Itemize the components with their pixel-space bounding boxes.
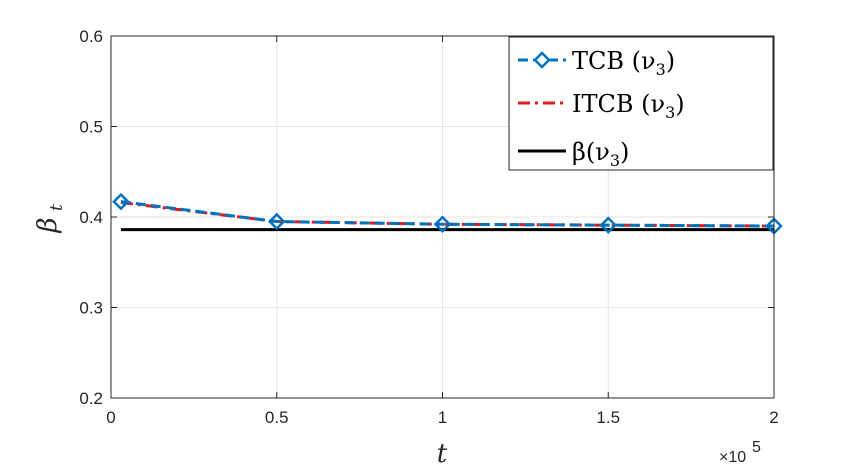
legend: TCB (ν3) ITCB (ν3) β(ν3) [508, 36, 774, 171]
y-tick-label: 0.4 [79, 208, 103, 227]
x-tick-label: 0.5 [265, 408, 289, 427]
y-axis-label-group: β t [33, 204, 67, 234]
tick-labels: 0 0.5 1 1.5 2 0.2 0.3 0.4 0.5 0.6 [79, 27, 778, 427]
y-axis-label: β [33, 217, 63, 233]
y-tick-label: 0.5 [79, 118, 103, 137]
legend-label-2: β(ν3) [572, 138, 629, 170]
y-tick-label: 0.6 [79, 27, 103, 46]
x-tick-label: 1.5 [596, 408, 620, 427]
y-tick-label: 0.2 [79, 389, 103, 408]
x-tick-label: 1 [438, 408, 447, 427]
data-point-marker [433, 215, 452, 234]
x-axis-multiplier-exponent: 5 [752, 439, 761, 456]
legend-label-1: ITCB (ν3) [572, 90, 685, 122]
y-axis-label-subscript: t [47, 204, 67, 211]
x-axis-label: t [437, 439, 448, 469]
y-tick-label: 0.3 [79, 299, 103, 318]
legend-marker [533, 51, 551, 69]
data-point-marker [112, 192, 130, 211]
legend-label-0: TCB (ν3) [572, 47, 675, 79]
data-point-marker [599, 216, 618, 234]
series-line-0 [120, 200, 775, 228]
x-axis-multiplier: ×10 [719, 449, 746, 466]
series-layer [112, 192, 783, 235]
x-tick-label: 2 [769, 408, 778, 427]
x-tick-label: 0 [106, 408, 115, 427]
data-point-marker [267, 212, 286, 231]
